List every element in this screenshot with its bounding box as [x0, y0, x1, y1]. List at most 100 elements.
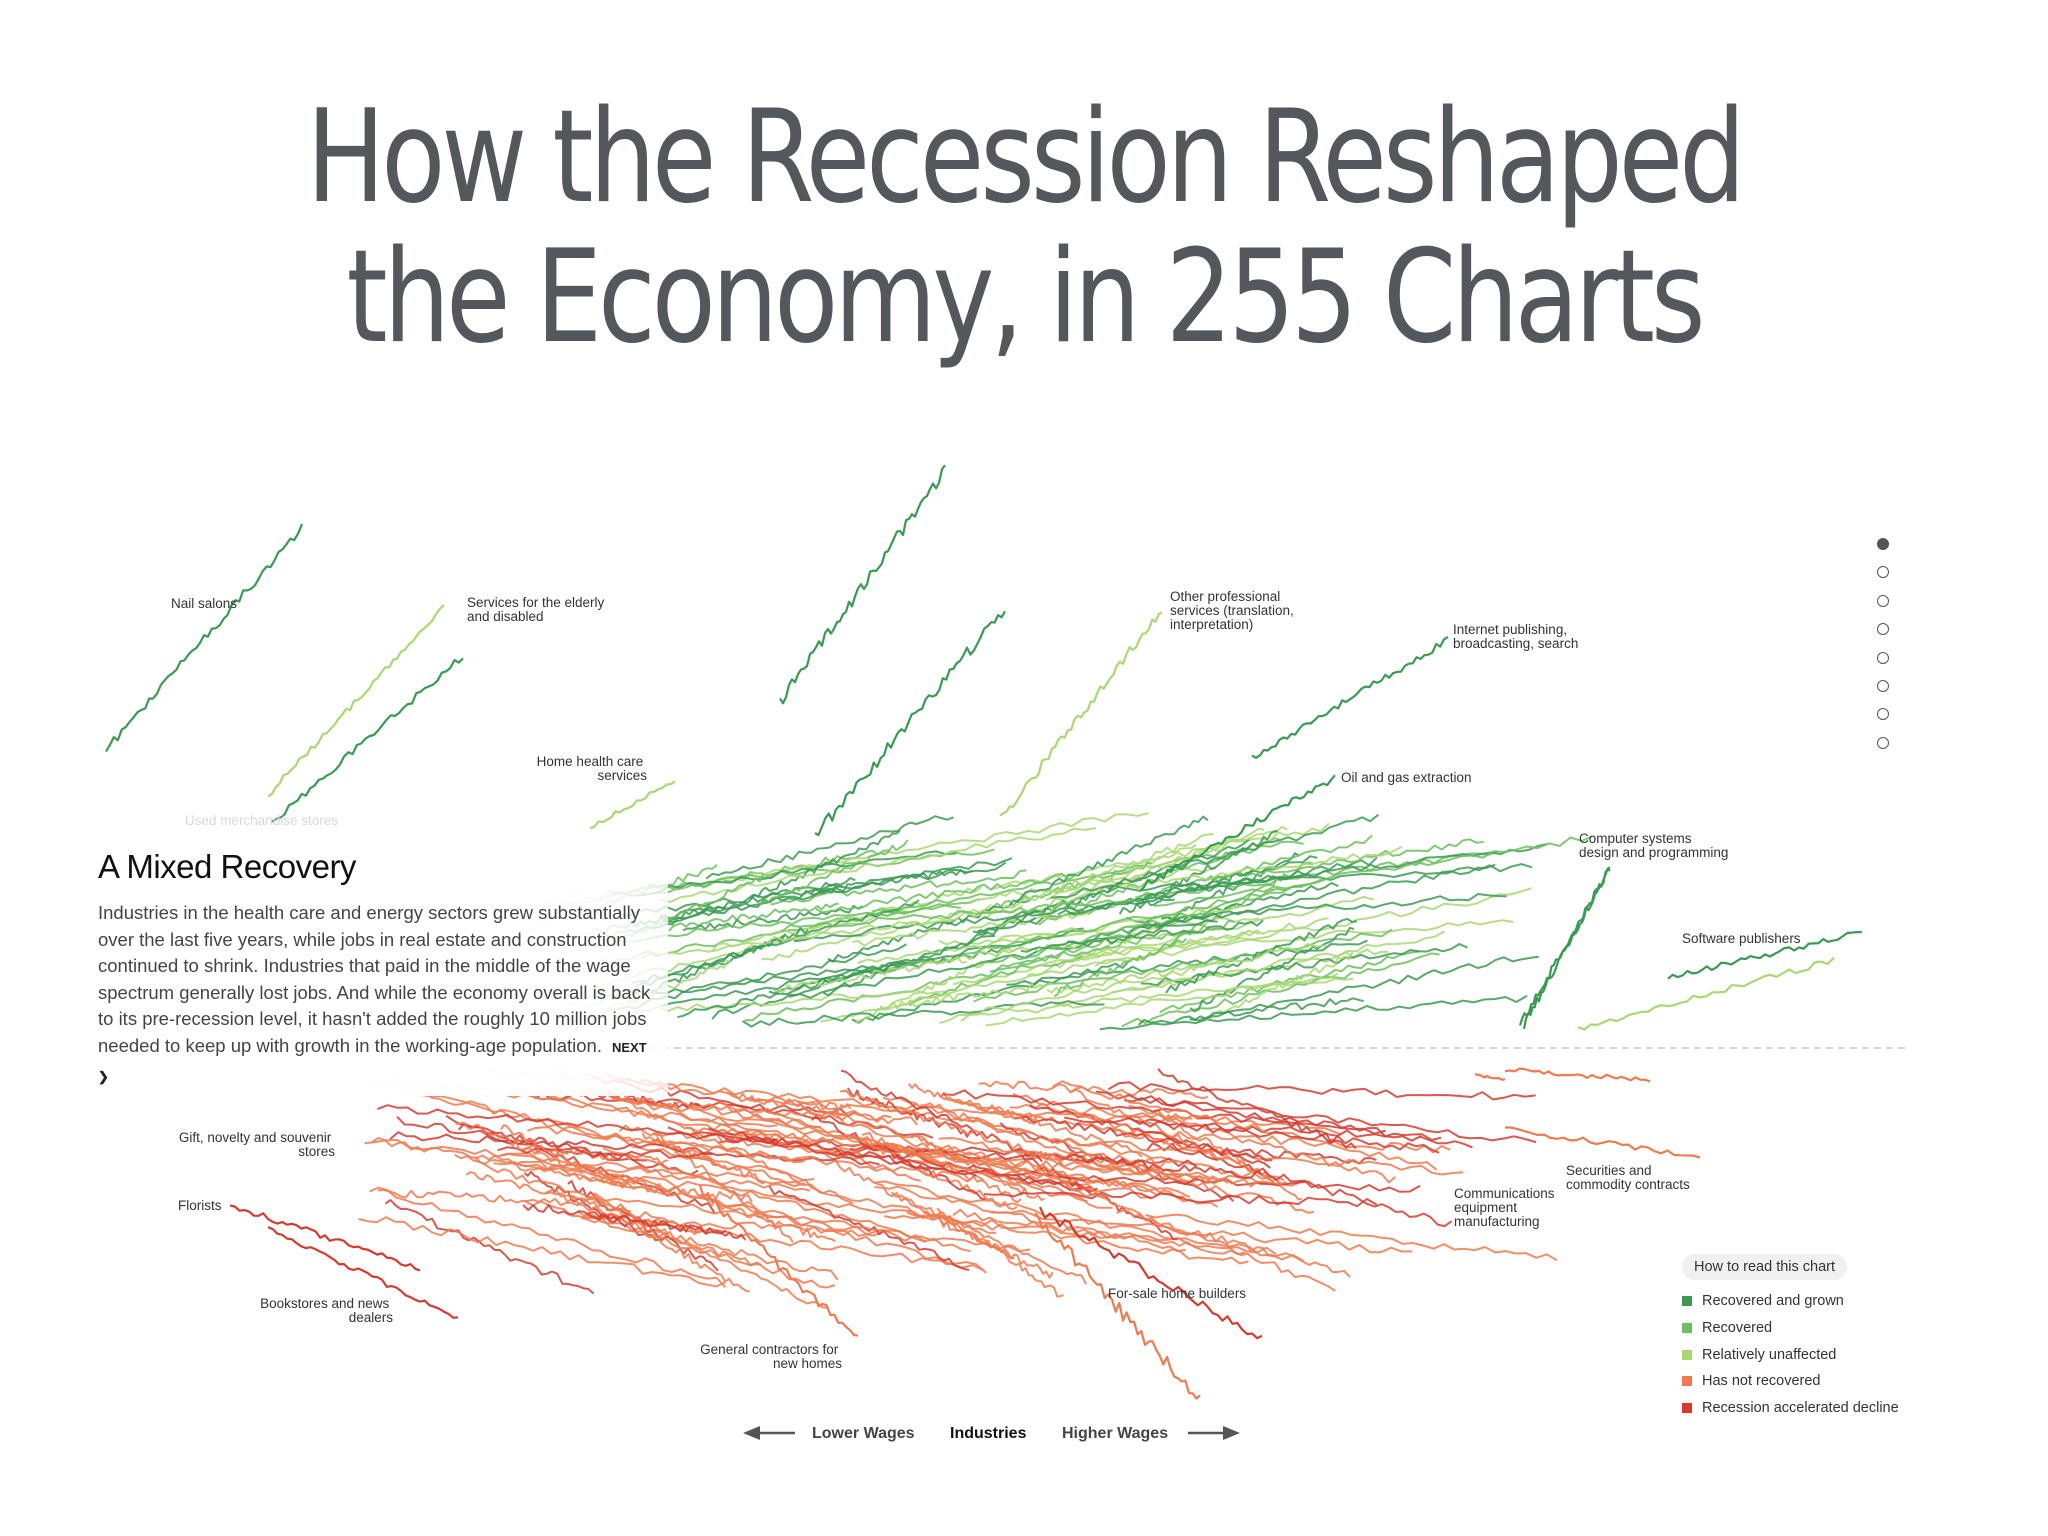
series-line-oil-gas [1139, 774, 1336, 892]
label-gift-novelty-line-1: Gift, novelty and souvenir [179, 1130, 332, 1145]
industry-line [677, 963, 909, 1019]
industry-line [849, 1146, 1098, 1193]
industry-line [1064, 1116, 1442, 1141]
industry-line [686, 1103, 918, 1126]
series-line-internet-publishing [1251, 635, 1449, 759]
industry-line [1161, 852, 1299, 920]
industry-line [1107, 863, 1533, 894]
industry-line [522, 1204, 727, 1235]
label-other-professional-line-2: services (translation, [1170, 603, 1294, 618]
label-services-elderly-line-2: and disabled [467, 609, 544, 624]
series-line-other-professional [999, 611, 1163, 817]
label-computer-systems: Computer systems design and programming [1579, 831, 1728, 860]
label-general-contractors-line-1: General contractors for [700, 1342, 839, 1357]
label-securities: Securities and commodity contracts [1566, 1163, 1690, 1192]
industry-line [1157, 1068, 1357, 1150]
legend-title[interactable]: How to read this chart [1682, 1254, 1848, 1280]
label-oil-gas: Oil and gas extraction [1341, 770, 1472, 785]
legend: How to read this chart Recovered and gro… [1682, 1254, 1899, 1421]
legend-label: Recovered and grown [1702, 1293, 1844, 1310]
industry-line [651, 926, 809, 992]
industry-line [524, 1200, 836, 1289]
industry-line [616, 861, 1007, 918]
series-line-top-peak [779, 464, 946, 705]
industry-line [974, 878, 1330, 967]
industry-line [788, 919, 1218, 999]
label-computer-systems-line-1: Computer systems [1579, 831, 1692, 846]
legend-swatch [1682, 1376, 1692, 1387]
series-line-services-elderly [267, 604, 445, 798]
industry-line [1037, 827, 1265, 915]
industry-line [615, 1096, 921, 1182]
industry-line [1189, 955, 1539, 1022]
legend-item-not-recovered: Has not recovered [1682, 1368, 1899, 1395]
industry-line [518, 1163, 926, 1243]
industry-line [985, 977, 1354, 1027]
industry-line [874, 1185, 1186, 1252]
step-dot-6[interactable] [1877, 679, 1889, 692]
x-axis-label-center: Industries [950, 1425, 1027, 1442]
label-communications-line-2: equipment [1454, 1200, 1517, 1215]
industry-line [972, 838, 1250, 934]
label-gift-novelty: Gift, novelty and souvenir stores [179, 1130, 335, 1159]
industry-line [879, 982, 1054, 1011]
industry-line [947, 1146, 1219, 1208]
series-labels-layer: Nail salons Services for the elderly and… [171, 589, 1801, 1371]
industry-line [770, 869, 1027, 906]
industry-line [827, 899, 1029, 963]
industry-line [1065, 917, 1329, 963]
industry-line [593, 1192, 1031, 1253]
industry-line [632, 899, 920, 984]
step-dot-8[interactable] [1877, 736, 1889, 749]
industry-line [661, 927, 1084, 1007]
industry-line [1203, 838, 1484, 883]
step-dot-5[interactable] [1877, 651, 1889, 664]
industry-line [761, 903, 992, 961]
industry-line [908, 919, 1173, 1007]
next-button[interactable]: NEXT ❯ [98, 1039, 647, 1084]
industry-line [1053, 938, 1188, 998]
industry-line [1137, 830, 1278, 905]
industry-line [846, 1087, 974, 1138]
industry-line [773, 955, 967, 993]
series-line-for-sale-builders [1038, 1206, 1263, 1340]
series-line-home-health [589, 780, 676, 830]
label-used-merchandise: Used merchandise stores [185, 813, 338, 828]
industry-line [890, 1191, 1088, 1285]
industry-line [377, 1189, 601, 1207]
series-line-securities [1504, 1126, 1701, 1159]
industry-line [978, 1080, 1209, 1100]
step-dot-1[interactable] [1877, 538, 1889, 550]
step-dot-2[interactable] [1877, 566, 1889, 579]
step-dot-4[interactable] [1877, 623, 1889, 636]
industry-line [364, 1139, 806, 1188]
label-gift-novelty-line-2: stores [298, 1144, 335, 1159]
legend-label: Relatively unaffected [1702, 1346, 1837, 1363]
label-general-contractors-line-2: new homes [773, 1356, 842, 1371]
label-bookstores-line-1: Bookstores and news [260, 1296, 389, 1311]
industry-line [1045, 825, 1289, 901]
left-arrow-icon [743, 1426, 760, 1440]
label-internet-publishing-line-2: broadcasting, search [1453, 636, 1578, 651]
industry-line [852, 910, 1091, 947]
label-home-health-line-1: Home health care [537, 754, 644, 769]
label-internet-publishing: Internet publishing, broadcasting, searc… [1453, 622, 1578, 651]
step-dot-3[interactable] [1877, 594, 1889, 607]
industry-line [358, 1216, 726, 1288]
title-line-2: the Economy, in 255 Charts [346, 223, 1706, 372]
industry-line [1067, 1153, 1315, 1214]
label-computer-systems-line-2: design and programming [1579, 845, 1728, 860]
title-line-1: How the Recession Reshaped [306, 83, 1745, 232]
legend-item-recovered-grown: Recovered and grown [1682, 1288, 1899, 1315]
industry-line [454, 1153, 702, 1236]
label-services-elderly: Services for the elderly and disabled [467, 595, 608, 624]
label-communications-line-1: Communications [1454, 1186, 1555, 1201]
industry-line [371, 1137, 633, 1183]
legend-label: Recovered [1702, 1320, 1773, 1337]
industry-line [757, 839, 909, 906]
industry-line [389, 1131, 713, 1156]
step-dot-7[interactable] [1877, 708, 1889, 721]
x-axis-label-right: Higher Wages [1062, 1425, 1168, 1442]
x-axis-label-left: Lower Wages [812, 1425, 915, 1442]
label-services-elderly-line-1: Services for the elderly [467, 595, 605, 610]
